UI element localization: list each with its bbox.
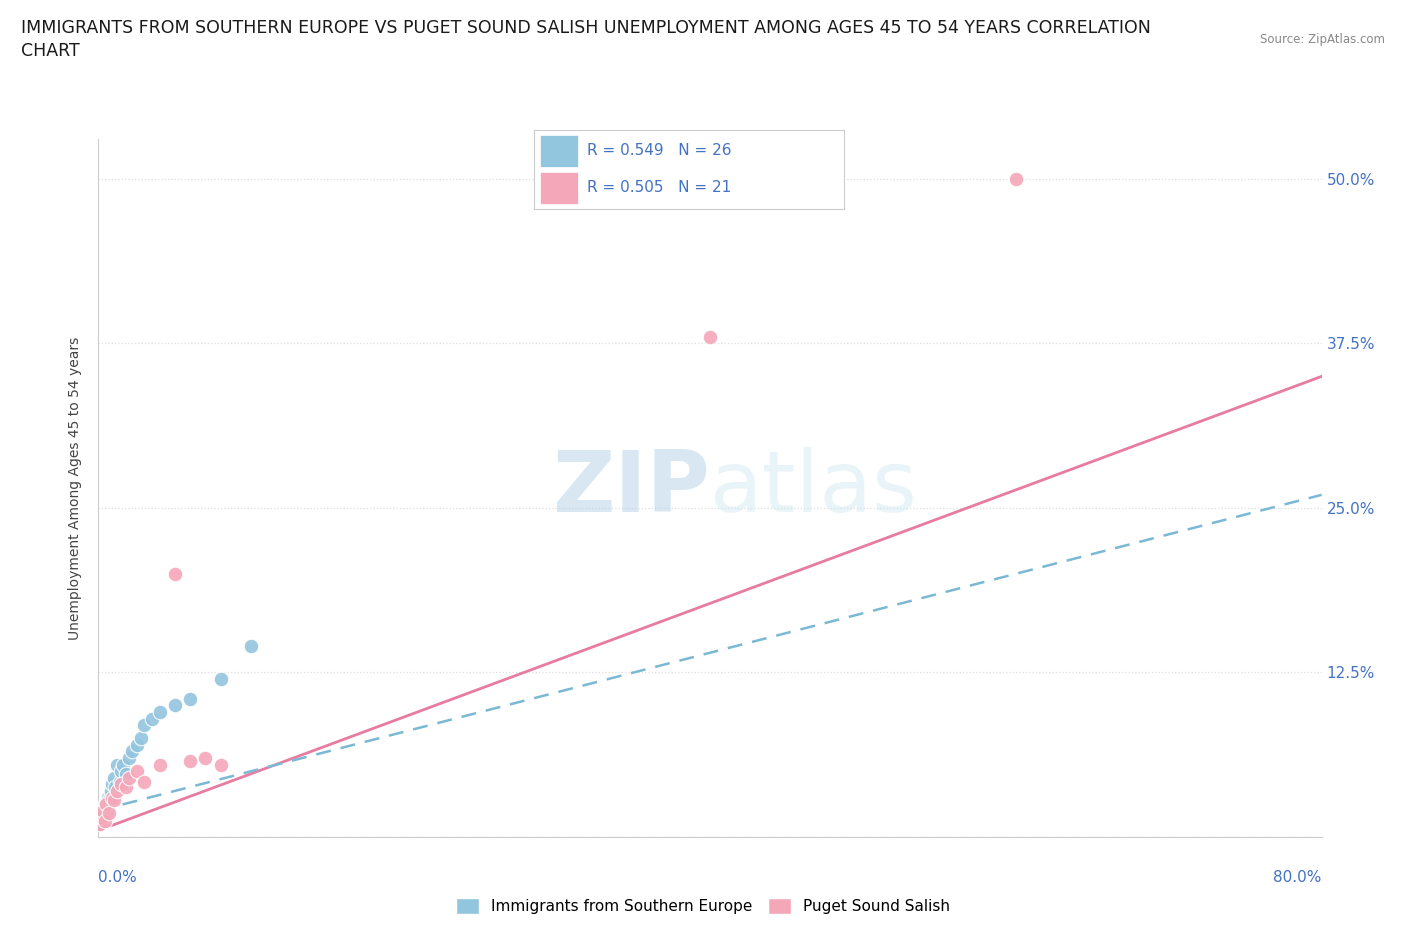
Point — [141, 711, 163, 726]
Point — [105, 757, 128, 772]
Point — [134, 718, 156, 733]
Point — [98, 792, 121, 807]
Point — [101, 777, 124, 791]
Point — [90, 810, 112, 825]
Point — [179, 691, 201, 706]
Point — [110, 777, 132, 791]
FancyBboxPatch shape — [540, 135, 578, 166]
Point — [121, 744, 143, 759]
Text: 0.0%: 0.0% — [98, 870, 138, 884]
Point — [91, 804, 114, 818]
Point — [93, 814, 115, 829]
Point — [129, 731, 152, 746]
Point — [118, 751, 141, 765]
Point — [89, 817, 111, 831]
Point — [115, 766, 138, 781]
Point — [149, 705, 172, 720]
Point — [93, 797, 115, 812]
Point — [699, 329, 721, 344]
Point — [111, 757, 134, 772]
Text: R = 0.505   N = 21: R = 0.505 N = 21 — [586, 180, 731, 195]
Point — [163, 566, 186, 581]
Point — [134, 775, 156, 790]
Point — [194, 751, 217, 765]
Point — [90, 810, 112, 825]
Text: Source: ZipAtlas.com: Source: ZipAtlas.com — [1260, 33, 1385, 46]
Point — [100, 783, 122, 798]
Point — [101, 790, 124, 805]
Point — [108, 775, 131, 790]
Point — [209, 671, 232, 686]
Point — [104, 779, 127, 794]
Point — [125, 764, 148, 778]
Point — [163, 698, 186, 712]
Point — [94, 797, 117, 812]
Point — [110, 764, 132, 778]
Text: R = 0.549   N = 26: R = 0.549 N = 26 — [586, 143, 731, 158]
Text: 80.0%: 80.0% — [1274, 870, 1322, 884]
Point — [209, 757, 232, 772]
Point — [149, 757, 172, 772]
Point — [125, 737, 148, 752]
Point — [91, 804, 114, 818]
Point — [98, 806, 121, 821]
Point — [118, 770, 141, 785]
Y-axis label: Unemployment Among Ages 45 to 54 years: Unemployment Among Ages 45 to 54 years — [69, 337, 83, 640]
Text: atlas: atlas — [710, 446, 918, 530]
Point — [103, 792, 125, 807]
Point — [240, 639, 263, 654]
Point — [94, 806, 117, 821]
FancyBboxPatch shape — [540, 172, 578, 204]
Point — [179, 753, 201, 768]
Legend: Immigrants from Southern Europe, Puget Sound Salish: Immigrants from Southern Europe, Puget S… — [450, 892, 956, 921]
Text: IMMIGRANTS FROM SOUTHERN EUROPE VS PUGET SOUND SALISH UNEMPLOYMENT AMONG AGES 45: IMMIGRANTS FROM SOUTHERN EUROPE VS PUGET… — [21, 19, 1152, 36]
Text: CHART: CHART — [21, 42, 80, 60]
Point — [97, 790, 120, 805]
Point — [105, 783, 128, 798]
Point — [103, 770, 125, 785]
Point — [115, 779, 138, 794]
Point — [1004, 171, 1026, 186]
Text: ZIP: ZIP — [553, 446, 710, 530]
